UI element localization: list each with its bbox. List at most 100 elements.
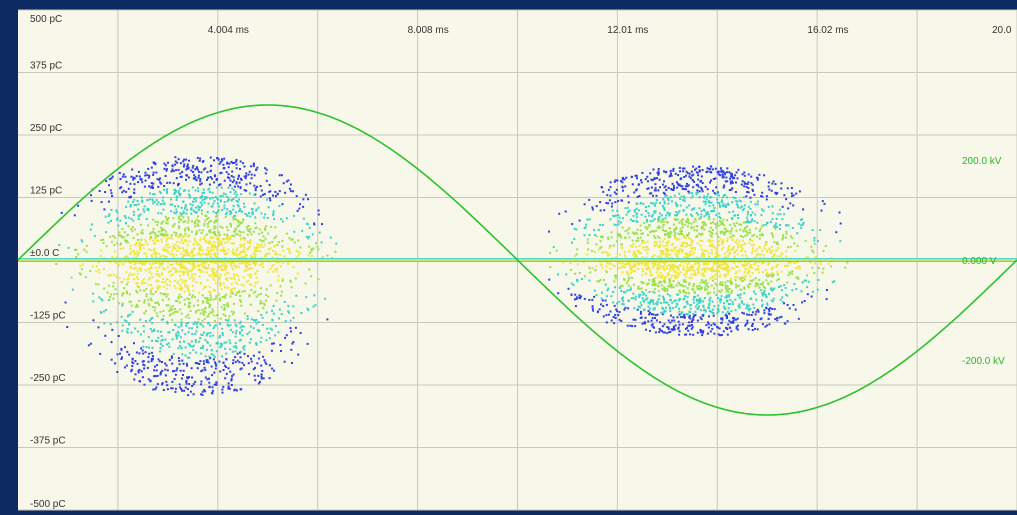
pd-point <box>152 193 155 196</box>
pd-point <box>631 183 634 186</box>
pd-point <box>203 237 206 240</box>
pd-point <box>184 346 187 349</box>
pd-point <box>201 212 204 215</box>
pd-point <box>207 302 210 304</box>
pd-point <box>620 266 623 269</box>
pd-point <box>60 211 63 214</box>
pd-point <box>152 293 155 296</box>
pd-point <box>143 210 146 213</box>
pd-point <box>199 245 202 248</box>
pd-point <box>737 305 740 307</box>
pd-point <box>756 252 759 255</box>
pd-point <box>119 352 121 355</box>
pd-point <box>714 193 717 196</box>
pd-point <box>234 211 237 214</box>
pd-point <box>690 264 693 267</box>
pd-point <box>754 268 757 271</box>
pd-point <box>210 220 212 222</box>
pd-point <box>171 249 174 252</box>
pd-point <box>292 316 295 319</box>
pd-point <box>599 247 602 250</box>
pd-point <box>683 313 686 316</box>
pd-point <box>727 290 730 293</box>
pd-point <box>678 233 681 236</box>
pd-point <box>681 230 683 233</box>
pd-point <box>173 370 176 373</box>
pd-point <box>159 181 162 184</box>
pd-point <box>242 202 245 205</box>
pd-point <box>736 253 739 256</box>
pd-point <box>233 264 236 267</box>
pd-point <box>240 193 243 196</box>
pd-point <box>107 215 110 217</box>
pd-point <box>772 297 775 300</box>
pd-point <box>209 170 212 173</box>
pd-point <box>779 285 782 288</box>
pd-point <box>149 288 152 291</box>
pd-point <box>700 279 703 282</box>
pd-point <box>297 254 300 257</box>
pd-point <box>657 189 660 192</box>
pd-point <box>157 261 160 264</box>
pd-point <box>295 256 297 259</box>
pd-point <box>803 279 806 282</box>
pd-point <box>307 237 310 240</box>
pd-point <box>162 249 165 252</box>
pd-point <box>722 186 725 189</box>
pd-point <box>701 190 704 193</box>
pd-point <box>310 275 313 278</box>
pd-point <box>254 250 256 252</box>
pd-point <box>227 272 230 275</box>
pd-point <box>651 179 654 182</box>
pd-point <box>187 193 190 196</box>
pd-point <box>232 362 234 365</box>
pd-point <box>702 208 705 211</box>
pd-point <box>719 334 721 337</box>
pd-point <box>232 242 235 245</box>
pd-point <box>221 355 224 358</box>
pd-point <box>257 310 260 313</box>
pd-point <box>234 335 237 338</box>
pd-point <box>200 308 203 311</box>
pd-point <box>225 304 228 307</box>
pd-point <box>659 243 662 246</box>
pd-point <box>182 235 185 238</box>
pd-point <box>197 309 200 312</box>
pd-point <box>152 202 155 205</box>
pd-point <box>747 181 750 184</box>
pd-point <box>227 387 230 390</box>
pd-point <box>236 389 238 392</box>
pd-point <box>201 369 204 372</box>
pd-point <box>180 318 183 321</box>
pd-point <box>90 223 93 226</box>
pd-point <box>696 303 699 306</box>
pd-point <box>689 238 692 241</box>
pd-point <box>669 310 672 313</box>
pd-point <box>162 220 165 223</box>
pd-point <box>120 281 123 284</box>
pd-point <box>675 284 678 287</box>
pd-point <box>732 247 735 250</box>
pd-point <box>218 231 221 234</box>
pd-point <box>626 272 629 275</box>
pd-point <box>181 389 183 392</box>
pd-point <box>224 250 227 252</box>
pd-point <box>194 206 197 209</box>
pd-point <box>561 261 564 264</box>
pd-point <box>686 268 689 271</box>
pd-point <box>184 303 186 306</box>
pd-point <box>715 226 718 229</box>
pd-point <box>266 198 268 201</box>
pd-point <box>183 239 186 242</box>
pd-point <box>701 272 704 275</box>
pd-point <box>140 347 143 350</box>
pd-point <box>285 232 288 235</box>
pd-point <box>761 292 763 295</box>
pd-point <box>223 267 226 270</box>
pd-point <box>195 323 198 326</box>
pd-point <box>697 299 700 301</box>
pd-point <box>234 233 237 236</box>
pd-point <box>691 326 694 329</box>
pd-point <box>227 248 230 251</box>
pd-point <box>109 189 112 192</box>
